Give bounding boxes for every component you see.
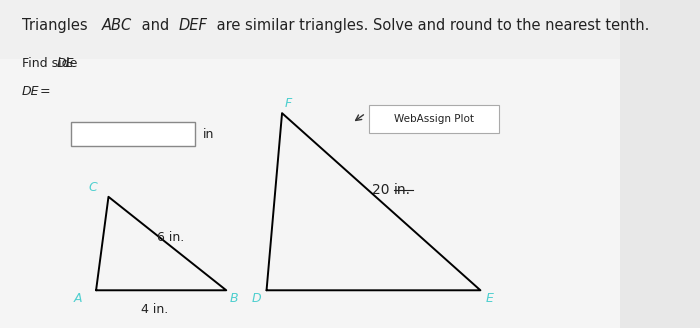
Text: are similar triangles. Solve and round to the nearest tenth.: are similar triangles. Solve and round t… xyxy=(211,18,649,33)
Text: .: . xyxy=(71,57,76,71)
Text: D: D xyxy=(252,292,262,305)
Text: WebAssign Plot: WebAssign Plot xyxy=(394,114,474,124)
Text: in.: in. xyxy=(393,183,411,197)
FancyBboxPatch shape xyxy=(369,105,499,133)
Text: E: E xyxy=(485,292,494,305)
Text: DE: DE xyxy=(57,57,74,71)
Text: 6 in.: 6 in. xyxy=(157,231,184,244)
Text: Triangles: Triangles xyxy=(22,18,92,33)
Text: DEF: DEF xyxy=(178,18,207,33)
Text: DE: DE xyxy=(22,85,39,98)
Text: B: B xyxy=(230,292,238,305)
Text: and: and xyxy=(136,18,174,33)
Text: 20: 20 xyxy=(372,183,393,197)
Text: =: = xyxy=(36,85,50,98)
Text: ABC: ABC xyxy=(102,18,132,33)
FancyBboxPatch shape xyxy=(0,59,620,328)
FancyBboxPatch shape xyxy=(0,0,620,59)
FancyBboxPatch shape xyxy=(71,122,195,146)
Text: 4 in.: 4 in. xyxy=(141,303,169,317)
Text: C: C xyxy=(89,180,97,194)
Text: Find side: Find side xyxy=(22,57,81,71)
Text: A: A xyxy=(74,292,83,305)
Text: in: in xyxy=(203,128,214,141)
Text: F: F xyxy=(285,97,293,110)
